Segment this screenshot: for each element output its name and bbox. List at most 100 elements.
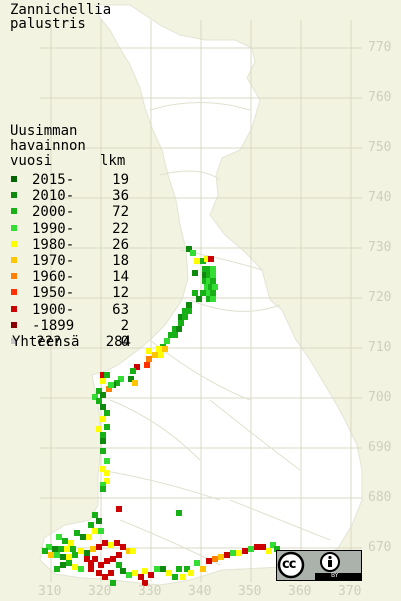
observation-cell [186,246,192,252]
observation-cell [186,308,192,314]
observation-cell [126,572,132,578]
observation-cell [212,556,218,562]
observation-cell [100,432,106,438]
legend-item-label: 2015- [32,172,75,188]
legend-swatch [11,224,17,231]
x-tick-label: 370 [338,584,362,599]
legend-item-count: 26 [112,236,129,253]
observation-cell [266,548,272,554]
y-tick-label: 730 [368,240,392,255]
observation-cell [70,546,76,552]
observation-cell [134,364,140,370]
legend-item: 1950- 12 [10,285,129,301]
observation-cell [84,556,90,562]
observation-cell [236,550,242,556]
observation-cell [66,554,72,560]
observation-cell [60,562,66,568]
observation-cell [120,568,126,574]
x-tick-label: 350 [238,584,262,599]
cc-text: cc [282,557,296,572]
legend-swatch [11,176,17,182]
legend-item-label: 1950- [32,285,75,302]
observation-cell [106,386,112,392]
observation-cell [182,308,188,314]
observation-cell [86,534,92,540]
legend-item-count: 36 [112,188,129,205]
legend-total-label: Yhteensä [12,334,80,350]
observation-cell [78,548,84,554]
observation-cell [100,372,106,378]
observation-cell [208,284,214,290]
observation-cell [172,332,178,338]
observation-cell [104,558,110,564]
legend-swatch [11,240,17,247]
observation-cell [178,320,184,326]
observation-cell [126,548,132,554]
legend-item-count: 18 [112,253,129,269]
observation-cell [64,546,70,552]
observation-cell [96,570,102,576]
region-borders [99,102,331,566]
observation-cell [142,580,148,586]
observation-cell [192,270,198,276]
observation-cell [110,556,116,562]
species-title-line2: palustris [10,16,86,32]
observation-cell [54,566,60,572]
legend-item-count: 22 [112,220,129,237]
observation-cell [202,266,208,272]
observation-cell [158,352,164,358]
by-text: BY [331,572,339,579]
legend-heading-year: vuosi [10,153,53,169]
cc-by-license-badge[interactable]: cc BY [276,550,362,581]
observation-cell [224,552,230,558]
y-tick-label: 690 [368,440,392,455]
observation-cell [96,544,102,550]
observation-cell [130,548,136,554]
observation-cell [146,356,152,362]
observation-cell [78,566,84,572]
observation-cell [110,580,116,586]
observation-cell [172,574,178,580]
observation-cell [132,380,138,386]
legend-item-label: 1970- [32,253,75,269]
observation-cell [128,376,134,382]
observation-cell [178,314,184,320]
legend-item-count: 19 [112,172,129,188]
observation-cell [118,376,124,382]
legend-item-label: 1980- [32,236,75,253]
observation-cell [164,338,170,344]
observation-cell [152,352,158,358]
observation-cell [188,570,194,576]
observation-cell [210,296,216,302]
legend-item-count: 14 [112,269,129,286]
observation-cell [260,544,266,550]
y-tick-label: 740 [368,190,392,205]
observation-cell [200,258,206,264]
legend-heading-count: lkm [100,153,126,169]
observation-cell [120,544,126,550]
observation-cell [92,528,98,534]
legend-item-count: 2 [120,317,129,334]
observation-cell [96,426,102,432]
observation-cell [100,482,106,488]
legend-item: 2010- 36 [10,188,129,204]
observation-cell [166,570,172,576]
observation-cell [92,556,98,562]
legend-swatch [11,273,17,280]
observation-cell [130,368,136,374]
legend-swatch [11,192,17,199]
observation-cell [206,296,212,302]
y-tick-label: 680 [368,490,392,505]
observation-cell [108,570,114,576]
observation-cell [104,410,110,416]
observation-cells [42,246,280,586]
observation-cell [148,572,154,578]
observation-cell [92,512,98,518]
observation-cell [48,552,54,558]
legend-item: 1900- 63 [10,302,129,318]
species-title-line1: Zannichellia [10,2,112,18]
x-tick-label: 310 [38,584,62,599]
observation-cell [210,278,216,284]
observation-cell [100,486,106,492]
